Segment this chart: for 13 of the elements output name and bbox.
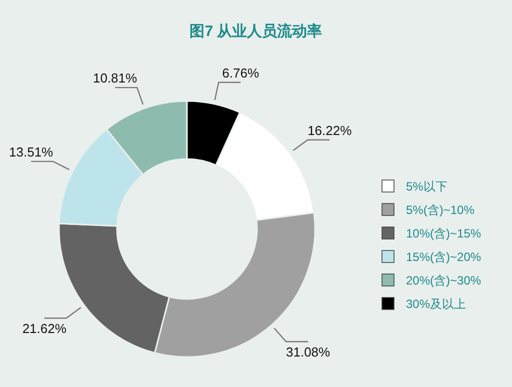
data-label: 6.76% xyxy=(222,65,260,80)
data-label: 10.81% xyxy=(92,70,138,86)
chart-title: 图7 从业人员流动率 xyxy=(190,22,322,40)
legend-label: 15%(含)~20% xyxy=(406,250,482,264)
data-label: 31.08% xyxy=(286,344,331,360)
legend-label: 5%以下 xyxy=(406,180,448,194)
data-label: 21.62% xyxy=(22,321,67,336)
legend-label: 10%(含)~15% xyxy=(406,226,482,240)
data-label: 13.51% xyxy=(9,144,54,160)
legend-label: 20%(含)~30% xyxy=(406,274,482,288)
legend-label: 30%及以上 xyxy=(406,297,466,311)
data-label: 16.22% xyxy=(308,122,352,138)
legend-label: 5%(含)~10% xyxy=(406,203,475,217)
